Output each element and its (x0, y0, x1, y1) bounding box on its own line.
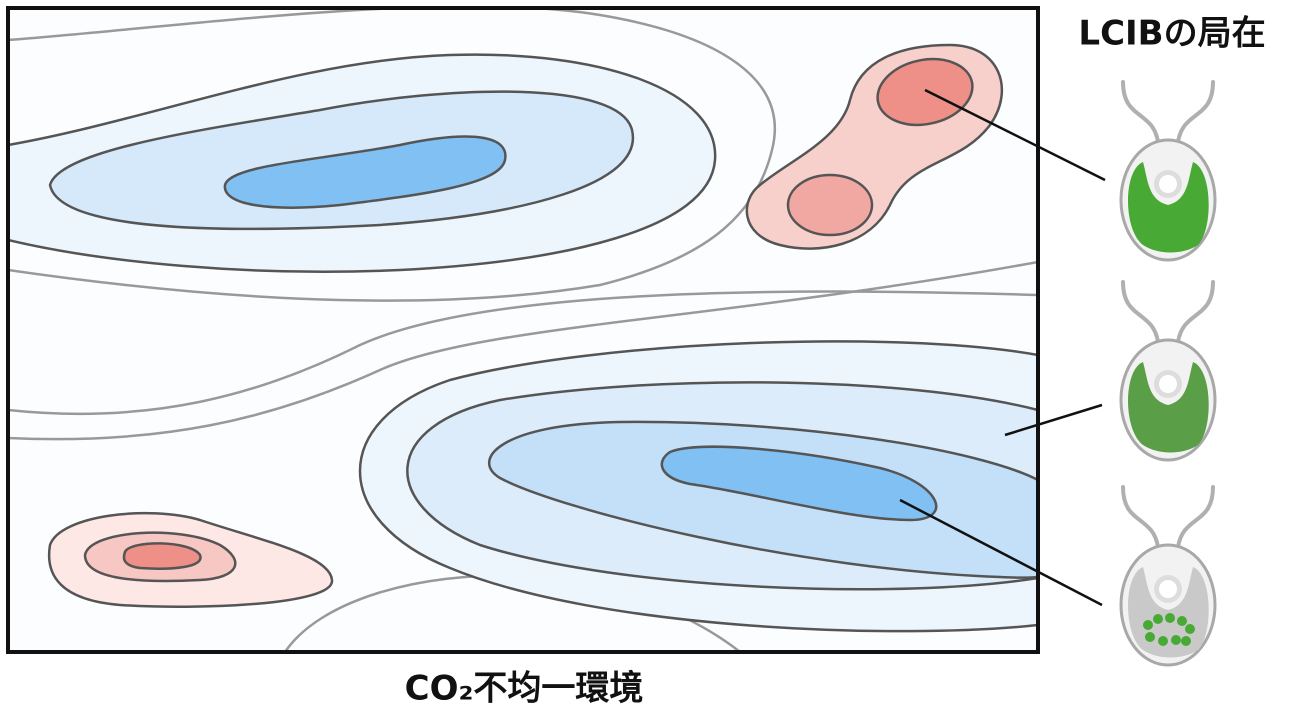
cell-dots (1119, 485, 1217, 667)
contour-lowest (223, 135, 507, 209)
map-caption: CO₂不均一環境 (405, 669, 644, 709)
contour-highest (122, 542, 202, 570)
contour-higher (786, 173, 874, 237)
cell-heading: LCIBの局在 (1078, 14, 1265, 54)
cell-cup (1119, 80, 1217, 262)
pointer-line (1004, 403, 1103, 437)
contour-line (8, 260, 1038, 441)
cell-diffuse (1119, 280, 1217, 462)
pointer-line (899, 498, 1103, 607)
contour-highest (876, 57, 974, 127)
contour-line (8, 290, 1038, 416)
pointer-line (924, 88, 1106, 182)
contour-low (488, 420, 1038, 579)
map-frame (6, 6, 1040, 654)
contour-lowest (660, 445, 938, 522)
